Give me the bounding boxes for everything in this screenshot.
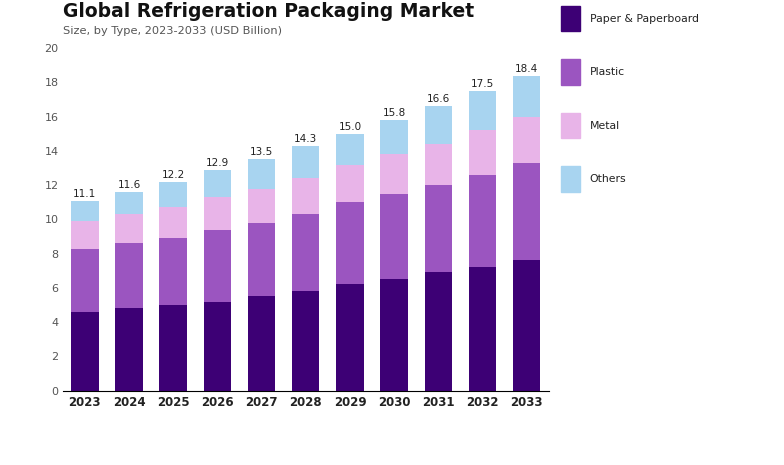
Bar xyxy=(71,248,99,312)
Text: 5.2%: 5.2% xyxy=(153,420,222,445)
Bar xyxy=(248,159,275,189)
Bar xyxy=(204,230,231,302)
Bar xyxy=(159,182,187,207)
Bar xyxy=(469,175,496,267)
Bar xyxy=(159,207,187,238)
Bar xyxy=(469,267,496,391)
Bar xyxy=(204,170,231,197)
Bar xyxy=(336,165,364,202)
Text: 11.1: 11.1 xyxy=(73,188,96,199)
Bar xyxy=(159,238,187,305)
Bar xyxy=(380,120,408,154)
Bar xyxy=(469,91,496,130)
Text: 15.0: 15.0 xyxy=(339,122,361,132)
Text: 16.6: 16.6 xyxy=(426,94,450,104)
Bar xyxy=(513,163,540,260)
Bar xyxy=(71,312,99,391)
Text: 15.8: 15.8 xyxy=(383,108,406,118)
Bar xyxy=(513,260,540,391)
Bar xyxy=(513,117,540,163)
Bar xyxy=(292,291,319,391)
Bar xyxy=(204,197,231,230)
Bar xyxy=(513,76,540,117)
Text: 14.3: 14.3 xyxy=(294,134,318,144)
Bar xyxy=(336,285,364,391)
Bar xyxy=(380,154,408,194)
Bar xyxy=(71,221,99,248)
Bar xyxy=(115,308,143,391)
Bar xyxy=(292,178,319,214)
Bar xyxy=(425,272,452,391)
Bar xyxy=(469,130,496,175)
Text: 11.6: 11.6 xyxy=(118,180,140,190)
Bar xyxy=(204,302,231,391)
Text: 18.4: 18.4 xyxy=(515,64,539,73)
Bar xyxy=(336,134,364,165)
Bar xyxy=(248,223,275,297)
Text: The Market will Grow
At the CAGR of:: The Market will Grow At the CAGR of: xyxy=(20,420,149,445)
Text: Others: Others xyxy=(590,174,626,184)
Bar xyxy=(248,189,275,223)
Bar xyxy=(71,200,99,221)
Bar xyxy=(425,144,452,185)
Bar xyxy=(425,106,452,144)
Text: $18.4 B: $18.4 B xyxy=(419,420,526,445)
Text: 12.2: 12.2 xyxy=(162,170,185,179)
Bar xyxy=(336,202,364,285)
Bar xyxy=(115,192,143,214)
Text: Global Refrigeration Packaging Market: Global Refrigeration Packaging Market xyxy=(63,2,474,21)
Bar xyxy=(115,214,143,243)
Text: Plastic: Plastic xyxy=(590,67,625,77)
Text: 13.5: 13.5 xyxy=(250,147,273,158)
Bar xyxy=(292,146,319,178)
Bar xyxy=(292,214,319,291)
Text: 17.5: 17.5 xyxy=(471,79,494,89)
Text: 12.9: 12.9 xyxy=(205,158,229,168)
Text: m market.us: m market.us xyxy=(608,426,691,439)
Bar xyxy=(159,305,187,391)
Text: Size, by Type, 2023-2033 (USD Billion): Size, by Type, 2023-2033 (USD Billion) xyxy=(63,26,281,36)
Bar xyxy=(425,185,452,272)
Text: The Forecasted Market
Size for 2033 in USD:: The Forecasted Market Size for 2033 in U… xyxy=(251,420,392,445)
Bar xyxy=(248,297,275,391)
Bar xyxy=(380,279,408,391)
Text: Metal: Metal xyxy=(590,120,619,131)
Bar xyxy=(380,194,408,279)
Text: Paper & Paperboard: Paper & Paperboard xyxy=(590,13,699,24)
Bar xyxy=(115,243,143,308)
